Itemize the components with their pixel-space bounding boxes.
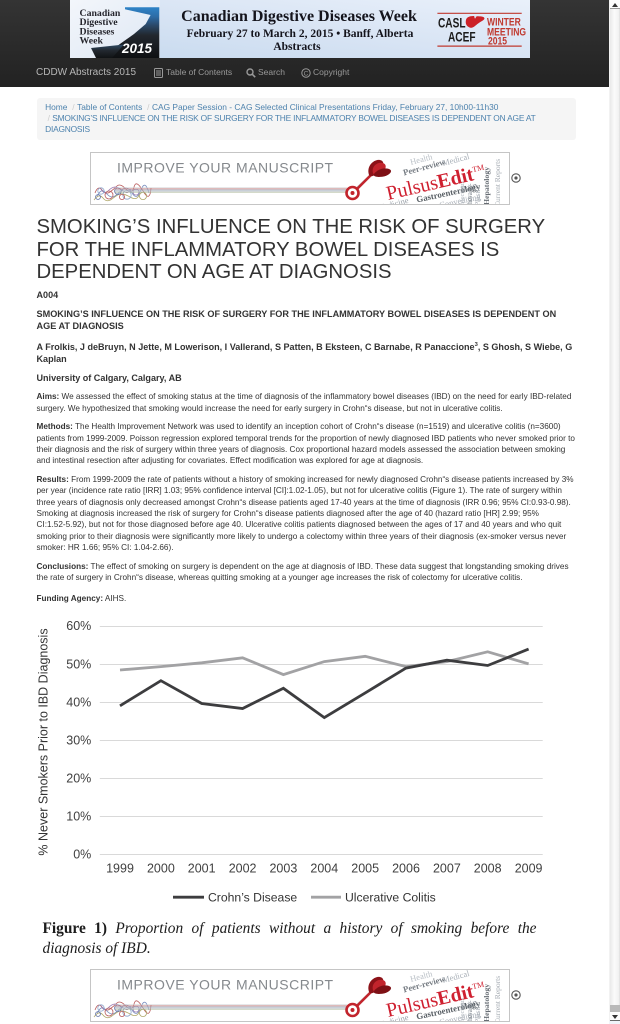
svg-text:Infectious: Infectious [459,181,466,204]
svg-text:% Never Smokers Prior to IBD D: % Never Smokers Prior to IBD Diagnosis [37,628,51,855]
svg-text:30%: 30% [66,733,91,747]
svg-text:20%: 20% [66,771,91,785]
svg-text:IMPROVE YOUR MANUSCRIPT: IMPROVE YOUR MANUSCRIPT [117,977,334,993]
svg-text:Crohn’s Disease: Crohn’s Disease [208,891,297,905]
svg-text:2015: 2015 [488,36,508,48]
svg-text:Medicine: Medicine [376,195,410,204]
svg-text:WINTER: WINTER [487,17,521,29]
svg-text:Ulcerative Colitis: Ulcerative Colitis [345,891,436,905]
svg-text:Current Reports: Current Reports [493,159,502,204]
svg-text:50%: 50% [66,657,91,671]
svg-text:1999: 1999 [106,861,134,875]
svg-text:2000: 2000 [147,861,175,875]
svg-text:2003: 2003 [269,861,297,875]
svg-text:2007: 2007 [433,861,461,875]
svg-text:February 27 to March 2, 2015 •: February 27 to March 2, 2015 • Banff, Al… [187,28,414,40]
svg-text:Abstracts: Abstracts [273,41,321,53]
svg-text:Digestive: Digestive [80,17,119,28]
svg-text:2006: 2006 [392,861,420,875]
svg-text:Medicine: Medicine [376,1012,410,1021]
svg-text:2002: 2002 [229,861,257,875]
svg-text:Week: Week [80,36,104,47]
svg-text:Plastic: Plastic [473,1002,482,1021]
svg-text:2001: 2001 [188,861,216,875]
svg-text:Hepatology: Hepatology [482,984,491,1021]
svg-text:10%: 10% [66,809,91,823]
svg-text:Canadian: Canadian [80,8,121,19]
svg-text:Plastic: Plastic [473,185,482,204]
svg-text:Hepatology: Hepatology [482,167,491,204]
svg-text:ACEF: ACEF [448,29,476,45]
svg-text:2015: 2015 [121,41,153,56]
svg-text:2009: 2009 [515,861,543,875]
svg-text:Current Reports: Current Reports [493,976,502,1021]
svg-text:CASL: CASL [438,15,466,31]
svg-text:Diseases: Diseases [80,26,115,37]
svg-text:therapy: therapy [465,184,474,204]
svg-text:Canadian Digestive Diseases We: Canadian Digestive Diseases Week [181,8,417,25]
svg-text:2008: 2008 [474,861,502,875]
svg-text:2005: 2005 [351,861,379,875]
svg-text:therapy: therapy [465,1001,474,1021]
svg-text:C: C [304,70,309,77]
svg-text:Infectious: Infectious [459,998,466,1021]
svg-text:60%: 60% [66,619,91,633]
svg-text:40%: 40% [66,695,91,709]
svg-text:MEETING: MEETING [487,26,526,38]
svg-text:2004: 2004 [310,861,338,875]
svg-text:0%: 0% [73,848,91,862]
svg-text:IMPROVE YOUR MANUSCRIPT: IMPROVE YOUR MANUSCRIPT [117,160,334,176]
